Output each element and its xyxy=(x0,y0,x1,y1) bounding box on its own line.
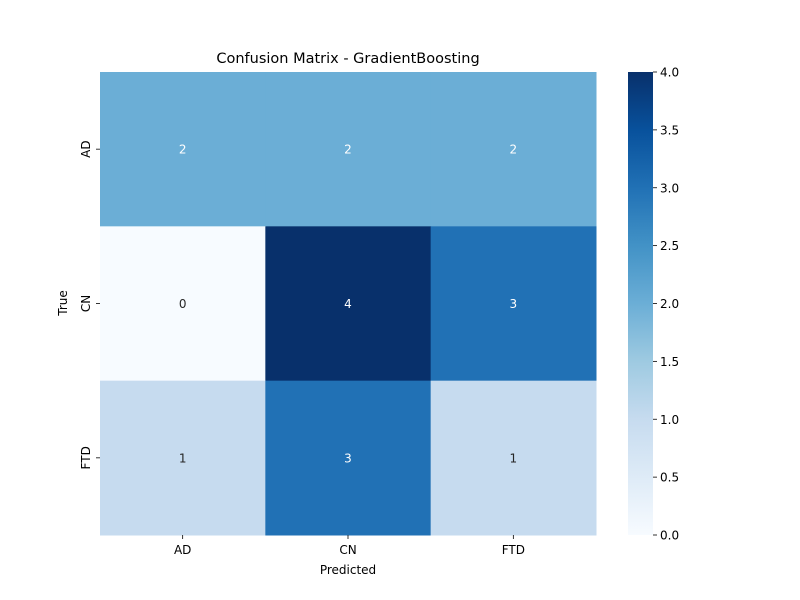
y-tick-label: AD xyxy=(79,140,93,157)
x-tick-label: FTD xyxy=(502,543,525,557)
colorbar-tick-label: 4.0 xyxy=(660,66,679,80)
colorbar-tick-label: 1.0 xyxy=(660,413,679,427)
heatmap-cell-FTD-CN xyxy=(265,380,432,536)
heatmap-cell-CN-AD xyxy=(100,226,266,382)
cell-value-label: 3 xyxy=(510,297,518,311)
heatmap-cell-FTD-AD xyxy=(100,380,266,536)
colorbar-tick-label: 2.0 xyxy=(660,297,679,311)
cell-value-label: 1 xyxy=(510,451,518,465)
x-axis-label: Predicted xyxy=(320,563,376,577)
y-tick-label: CN xyxy=(79,295,93,312)
x-tick-label: CN xyxy=(339,543,356,557)
y-tick-label: FTD xyxy=(79,446,93,469)
cell-value-label: 3 xyxy=(344,451,352,465)
cell-value-label: 1 xyxy=(179,451,187,465)
colorbar-tick-label: 0.5 xyxy=(660,471,679,485)
colorbar-tick-label: 0.0 xyxy=(660,529,679,543)
colorbar-tick-label: 1.5 xyxy=(660,355,679,369)
chart-title: Confusion Matrix - GradientBoosting xyxy=(216,51,479,67)
heatmap-cell-FTD-FTD xyxy=(430,380,597,536)
cell-value-label: 2 xyxy=(344,143,352,157)
cell-value-label: 0 xyxy=(179,297,187,311)
heatmap-cells xyxy=(100,72,597,536)
colorbar-tick-label: 3.0 xyxy=(660,181,679,195)
cell-value-labels: 2 2 2 0 4 3 1 3 1 xyxy=(179,143,517,466)
x-tick-label: AD xyxy=(174,543,191,557)
heatmap-cell-AD-CN xyxy=(265,72,432,227)
heatmap-cell-CN-CN xyxy=(265,226,432,382)
heatmap-cell-AD-FTD xyxy=(430,72,597,227)
x-axis-ticks: AD CN FTD xyxy=(174,535,525,557)
colorbar-tick-label: 2.5 xyxy=(660,239,679,253)
colorbar-ticks: 0.0 0.5 1.0 1.5 2.0 2.5 3.0 3.5 4.0 xyxy=(653,66,679,543)
cell-value-label: 2 xyxy=(179,143,187,157)
heatmap-cell-CN-FTD xyxy=(430,226,597,382)
heatmap-cell-AD-AD xyxy=(100,72,266,227)
colorbar-tick-label: 3.5 xyxy=(660,123,679,137)
cell-value-label: 2 xyxy=(510,143,518,157)
y-axis-label: True xyxy=(56,290,70,317)
y-axis-ticks: AD CN FTD xyxy=(79,140,100,469)
cell-value-label: 4 xyxy=(344,297,352,311)
colorbar xyxy=(628,72,653,535)
